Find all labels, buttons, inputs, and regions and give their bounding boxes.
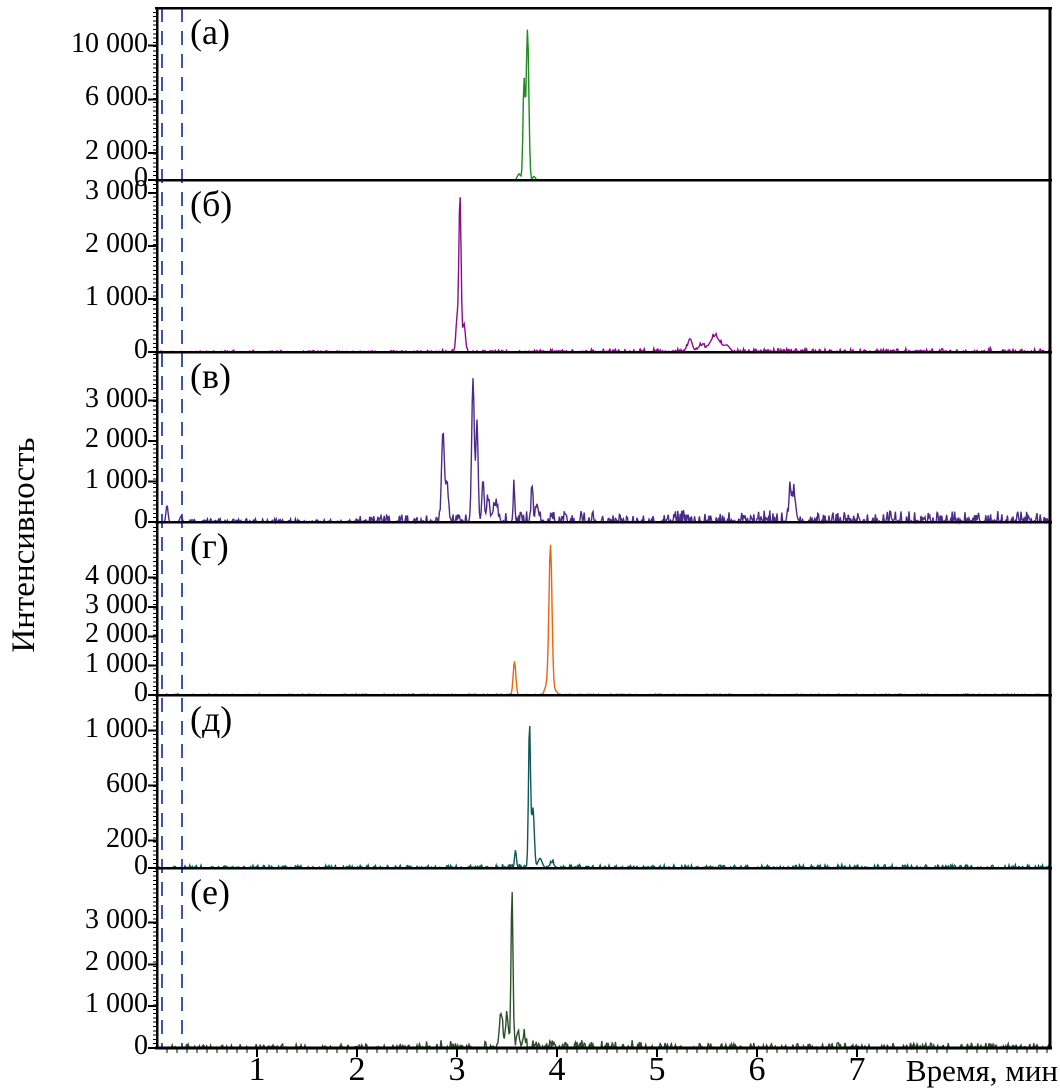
y-tick-label-e-1000: 1 000 [85, 988, 148, 1020]
y-tick-label-a-6000: 6 000 [85, 81, 148, 113]
x-tick-label-4: 4 [548, 1051, 566, 1088]
y-tick-label-b-3000: 3 000 [85, 175, 148, 207]
panel-label-g: (г) [190, 526, 229, 566]
y-tick-label-b-0: 0 [134, 334, 148, 365]
y-tick-label-a-2000: 2 000 [85, 135, 148, 167]
y-tick-label-d-1000: 1 000 [85, 712, 148, 744]
y-tick-label-v-3000: 3 000 [85, 382, 148, 414]
x-tick-label-3: 3 [448, 1051, 466, 1088]
y-tick-label-v-0: 0 [134, 504, 148, 535]
panel-label-e: (е) [190, 872, 230, 912]
y-tick-label-a-10000: 10 000 [71, 27, 148, 59]
y-tick-label-v-1000: 1 000 [85, 463, 148, 495]
panel-label-v: (в) [190, 356, 231, 396]
chromatogram-trace-v [157, 378, 1051, 525]
x-tick-label-6: 6 [748, 1051, 766, 1088]
panel-label-d: (д) [190, 699, 233, 739]
chromatogram-trace-d [156, 725, 1051, 871]
x-tick-label-5: 5 [648, 1051, 666, 1088]
y-tick-label-b-2000: 2 000 [85, 228, 148, 260]
chromatogram-trace-e [157, 892, 1051, 1051]
chromatogram-trace-b [156, 197, 1051, 355]
panel-label-a: (а) [190, 12, 230, 52]
y-tick-label-b-1000: 1 000 [85, 281, 148, 313]
y-tick-label-a-0: 0 [134, 162, 148, 193]
x-tick-label-7: 7 [848, 1051, 866, 1088]
chromatogram-trace-a [157, 29, 1050, 181]
y-tick-label-d-200: 200 [106, 822, 148, 854]
x-tick-label-1: 1 [248, 1051, 266, 1088]
y-tick-label-e-0: 0 [134, 1030, 148, 1061]
y-tick-label-g-1000: 1 000 [85, 647, 148, 679]
x-tick-label-2: 2 [348, 1051, 366, 1088]
y-tick-label-v-2000: 2 000 [85, 423, 148, 455]
y-tick-label-g-0: 0 [134, 677, 148, 708]
y-tick-label-e-3000: 3 000 [85, 904, 148, 936]
y-tick-label-g-3000: 3 000 [85, 589, 148, 621]
chromatogram-trace-g [156, 544, 1050, 697]
y-tick-label-g-2000: 2 000 [85, 618, 148, 650]
y-tick-label-d-600: 600 [106, 767, 148, 799]
y-tick-label-d-0: 0 [134, 850, 148, 881]
panel-label-b: (б) [190, 184, 233, 224]
y-tick-label-e-2000: 2 000 [85, 946, 148, 978]
x-axis-title: Время, мин [905, 1053, 1058, 1088]
y-tick-label-g-4000: 4 000 [85, 559, 148, 591]
